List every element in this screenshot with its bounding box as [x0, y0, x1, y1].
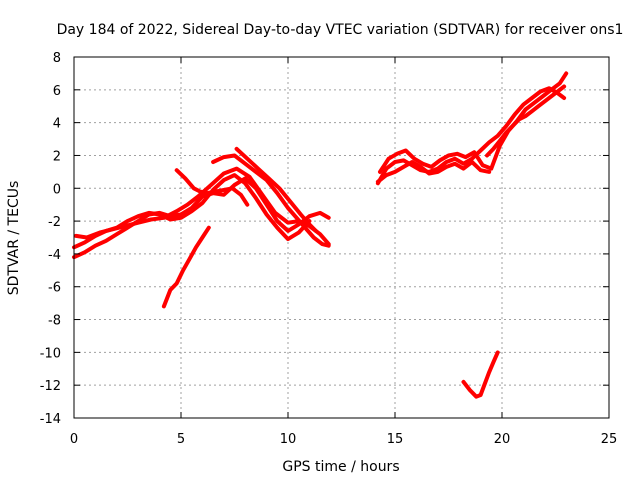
- y-tick-label: 6: [53, 84, 61, 99]
- series-track-10: [375, 160, 492, 184]
- y-tick-label: 2: [53, 149, 61, 164]
- y-tick-label: -10: [40, 346, 61, 361]
- x-tick-label: 25: [601, 432, 618, 447]
- x-tick-label: 15: [387, 432, 404, 447]
- y-tick-label: -12: [40, 379, 61, 394]
- axis-ticks: 0 5 10 15 20 25 -14 -12 -10 -8 -6 -4 -2 0 2 4 6 8: [40, 51, 618, 447]
- y-tick-label: 0: [53, 182, 61, 197]
- y-tick-label: 8: [53, 51, 61, 66]
- series-track-1: [72, 176, 331, 260]
- y-tick-label: -4: [48, 248, 61, 263]
- y-tick-label: -6: [48, 281, 61, 296]
- series-track-12: [461, 350, 500, 399]
- chart-title: Day 184 of 2022, Sidereal Day-to-day VTE…: [57, 22, 624, 38]
- y-tick-label: -14: [40, 412, 61, 427]
- x-tick-label: 0: [70, 432, 78, 447]
- series-track-6: [234, 146, 318, 233]
- series-track-5: [211, 153, 331, 248]
- plot-frame: [73, 56, 610, 419]
- x-tick-label: 20: [494, 432, 511, 447]
- y-axis-label: SDTVAR / TECUs: [6, 181, 22, 296]
- x-tick-label: 5: [177, 432, 185, 447]
- x-tick-label: 10: [280, 432, 297, 447]
- y-tick-label: -2: [48, 215, 61, 230]
- y-tick-label: 4: [53, 117, 61, 132]
- series-track-4: [174, 168, 250, 207]
- data-series: [72, 71, 569, 399]
- x-axis-label: GPS time / hours: [282, 459, 399, 475]
- series-track-9: [378, 71, 569, 174]
- series-track-11: [485, 84, 567, 158]
- y-tick-label: -8: [48, 314, 61, 329]
- series-track-7: [161, 225, 211, 309]
